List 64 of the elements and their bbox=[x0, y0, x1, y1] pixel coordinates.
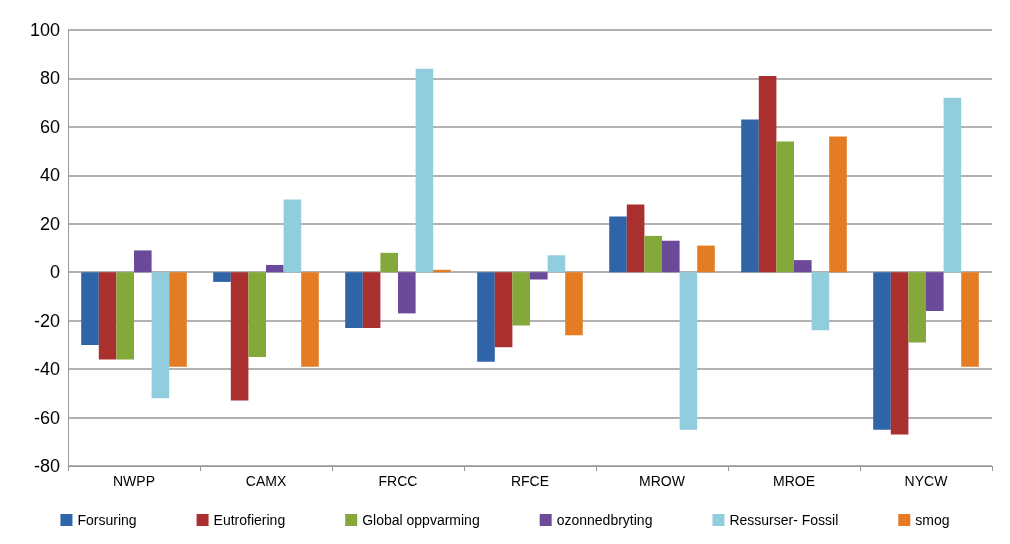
bar bbox=[477, 272, 495, 362]
bar bbox=[380, 252, 398, 273]
legend-label: Ressurser- Fossil bbox=[729, 512, 839, 528]
bar bbox=[530, 272, 548, 280]
legend-label: ozonnedbryting bbox=[556, 512, 653, 528]
legend-label: Global oppvarming bbox=[362, 512, 480, 528]
bar bbox=[943, 97, 962, 273]
bar bbox=[626, 204, 645, 273]
bar bbox=[512, 272, 530, 326]
bar bbox=[213, 272, 231, 282]
bar bbox=[794, 260, 812, 273]
bar bbox=[565, 272, 583, 336]
bar bbox=[362, 272, 381, 328]
x-tick-label: MROE bbox=[773, 473, 815, 489]
bar bbox=[758, 76, 777, 273]
y-tick-label: -60 bbox=[33, 407, 60, 428]
bar bbox=[547, 255, 566, 273]
bar bbox=[266, 264, 284, 273]
bar bbox=[890, 272, 909, 435]
bar bbox=[776, 141, 794, 273]
bar bbox=[662, 240, 680, 273]
y-tick-label: 60 bbox=[39, 116, 60, 137]
bar bbox=[345, 272, 363, 328]
y-tick-label: 40 bbox=[39, 165, 60, 186]
x-tick-label: MROW bbox=[639, 473, 686, 489]
bar bbox=[829, 136, 847, 273]
bar bbox=[679, 272, 698, 430]
bar bbox=[169, 272, 187, 367]
bar bbox=[494, 272, 513, 348]
bar bbox=[697, 245, 715, 273]
legend-label: smog bbox=[915, 512, 950, 528]
bar bbox=[961, 272, 979, 367]
bar bbox=[741, 119, 759, 273]
y-tick-label: -20 bbox=[33, 310, 60, 331]
legend-label: Forsuring bbox=[77, 512, 137, 528]
bar bbox=[398, 272, 416, 314]
y-tick-label: 100 bbox=[29, 20, 60, 40]
bar bbox=[230, 272, 249, 401]
x-tick-label: NWPP bbox=[113, 473, 155, 489]
x-tick-label: NYCW bbox=[904, 473, 949, 489]
y-tick-label: 20 bbox=[39, 213, 60, 234]
x-tick-label: CAMX bbox=[245, 473, 287, 489]
bar bbox=[609, 216, 627, 273]
bar bbox=[81, 272, 99, 345]
legend-label: Eutrofiering bbox=[213, 512, 286, 528]
bar bbox=[248, 272, 266, 357]
bar bbox=[116, 272, 134, 360]
y-tick-label: 80 bbox=[39, 68, 60, 89]
bar bbox=[926, 272, 944, 311]
bar bbox=[283, 199, 302, 273]
y-tick-label: -80 bbox=[33, 456, 60, 476]
bar bbox=[644, 235, 662, 273]
bar bbox=[811, 272, 830, 331]
bar bbox=[301, 272, 319, 367]
y-tick-label: 0 bbox=[49, 262, 60, 283]
y-tick-label: -40 bbox=[33, 359, 60, 380]
x-tick-label: FRCC bbox=[378, 473, 418, 489]
bar bbox=[415, 68, 434, 273]
bar bbox=[908, 272, 926, 343]
bar bbox=[873, 272, 891, 430]
x-tick-label: RFCE bbox=[510, 473, 550, 489]
bar bbox=[151, 272, 170, 399]
bar bbox=[134, 250, 152, 273]
bar bbox=[98, 272, 117, 360]
